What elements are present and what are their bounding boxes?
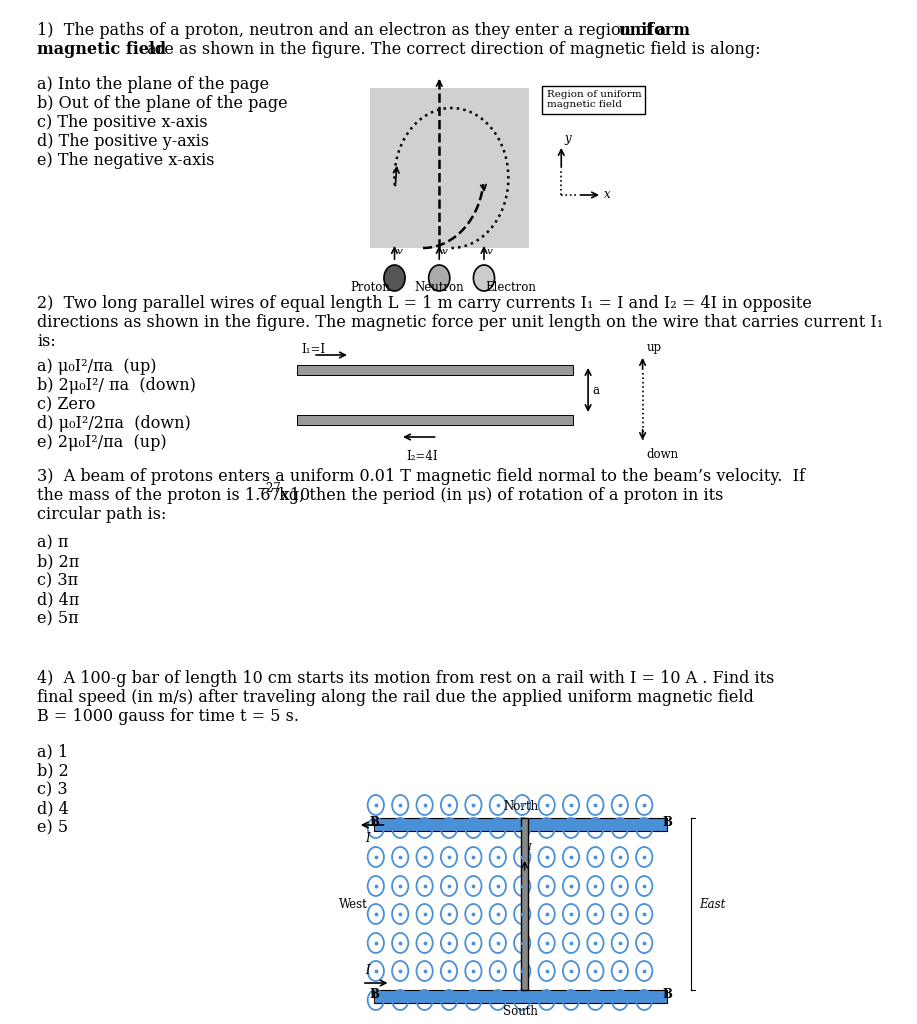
Text: v: v [442,248,447,256]
Text: B: B [662,816,672,829]
Text: B = 1000 gauss for time t = 5 s.: B = 1000 gauss for time t = 5 s. [38,708,300,725]
Bar [374,990,667,1002]
Text: c) The positive x-axis: c) The positive x-axis [38,114,208,131]
Text: are as shown in the figure. The correct direction of magnetic field is along:: are as shown in the figure. The correct … [141,41,760,58]
Text: a) Into the plane of the page: a) Into the plane of the page [38,76,270,93]
Text: d) 4π: d) 4π [38,591,80,608]
Text: a) π: a) π [38,534,69,551]
Text: a: a [592,384,599,396]
Text: South: South [503,1005,538,1018]
Text: v: v [397,248,403,256]
Text: East: East [700,897,726,910]
Bar [370,88,529,248]
Text: I: I [365,964,370,977]
Text: 1)  The paths of a proton, neutron and an electron as they enter a region of a: 1) The paths of a proton, neutron and an… [38,22,672,39]
Bar [374,818,667,831]
Text: Electron: Electron [486,281,536,294]
Text: −27: −27 [257,482,282,495]
Text: down: down [646,449,679,461]
Text: b) 2: b) 2 [38,762,69,779]
Text: B: B [662,988,672,1001]
Text: e) 2μ₀I²/πa  (up): e) 2μ₀I²/πa (up) [38,434,167,451]
Circle shape [473,265,494,291]
Bar [522,818,528,990]
Text: y: y [565,132,571,145]
Text: kg, then the period (in μs) of rotation of a proton in its: kg, then the period (in μs) of rotation … [274,487,724,504]
Text: b) 2π: b) 2π [38,553,80,570]
Text: c) 3π: c) 3π [38,572,79,589]
Text: x: x [603,188,610,202]
Text: circular path is:: circular path is: [38,506,167,523]
Text: I: I [365,831,370,845]
Text: is:: is: [38,333,56,350]
Text: I₂=4I: I₂=4I [407,450,438,463]
Text: 2)  Two long parallel wires of equal length L = 1 m carry currents I₁ = I and I₂: 2) Two long parallel wires of equal leng… [38,295,812,312]
Circle shape [384,265,405,291]
Text: c) 3: c) 3 [38,781,68,798]
Text: a) 1: a) 1 [38,743,69,760]
Text: Neutron: Neutron [414,281,464,294]
Text: Proton: Proton [350,281,391,294]
Bar [297,365,573,375]
Text: v: v [486,248,492,256]
Text: 4)  A 100-g bar of length 10 cm starts its motion from rest on a rail with I = 1: 4) A 100-g bar of length 10 cm starts it… [38,670,775,687]
Text: North: North [503,800,538,813]
Text: the mass of the proton is 1.67x10: the mass of the proton is 1.67x10 [38,487,311,504]
Text: West: West [339,897,368,910]
Text: e) 5: e) 5 [38,819,69,836]
Text: I₁=I: I₁=I [301,343,326,356]
Text: b) Out of the plane of the page: b) Out of the plane of the page [38,95,288,112]
Circle shape [428,265,450,291]
Text: d) μ₀I²/2πa  (down): d) μ₀I²/2πa (down) [38,415,191,432]
Text: directions as shown in the figure. The magnetic force per unit length on the wir: directions as shown in the figure. The m… [38,314,884,331]
Text: I: I [527,844,531,853]
Text: B: B [370,816,379,829]
Text: up: up [646,341,662,354]
Text: b) 2μ₀I²/ πa  (down): b) 2μ₀I²/ πa (down) [38,377,196,394]
Text: final speed (in m/s) after traveling along the rail due the applied uniform magn: final speed (in m/s) after traveling alo… [38,689,755,706]
Bar [297,415,573,425]
Text: B: B [370,988,379,1001]
Text: d) 4: d) 4 [38,800,69,817]
Text: Region of uniform
magnetic field: Region of uniform magnetic field [547,90,641,110]
Text: e) The negative x-axis: e) The negative x-axis [38,152,215,169]
Text: a) μ₀I²/πa  (up): a) μ₀I²/πa (up) [38,358,157,375]
Text: c) Zero: c) Zero [38,396,95,413]
Text: d) The positive y-axis: d) The positive y-axis [38,133,210,150]
Text: uniform: uniform [618,22,691,39]
Text: 3)  A beam of protons enters a uniform 0.01 T magnetic field normal to the beam’: 3) A beam of protons enters a uniform 0.… [38,468,805,485]
Text: magnetic field: magnetic field [38,41,167,58]
Text: e) 5π: e) 5π [38,610,79,627]
